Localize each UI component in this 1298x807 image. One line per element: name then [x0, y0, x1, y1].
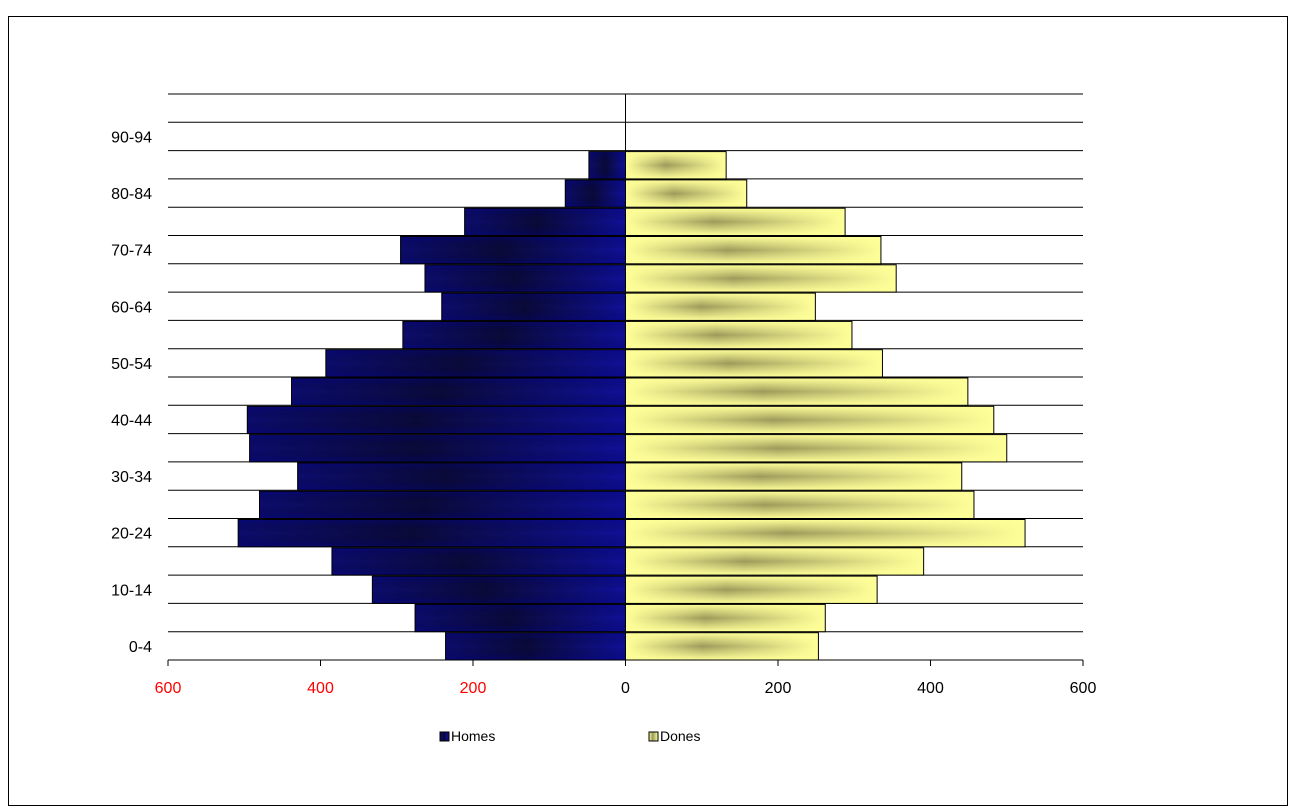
- bar-dones-15-19: [625, 547, 925, 576]
- legend: Homes Dones: [439, 728, 700, 744]
- y-tick-label: 80-84: [111, 186, 152, 203]
- bar-homes-25-29: [259, 490, 626, 520]
- population-pyramid-chart: 600 400 200 0 200 400 600 0-4 10-14 20-24 30-34 40-…: [111, 93, 1096, 744]
- y-tick-label: 70-74: [111, 243, 152, 260]
- bar-dones-30-34: [625, 462, 963, 491]
- bar-dones-5-9: [625, 603, 826, 633]
- bar-dones-60-64: [625, 292, 816, 321]
- bar-dones-10-14: [625, 575, 878, 604]
- bar-dones-85-89: [625, 151, 727, 180]
- x-tick-label: 400: [307, 680, 334, 697]
- bar-homes-55-59: [402, 320, 626, 350]
- bar-homes-45-49: [291, 377, 626, 406]
- y-tick-label: 90-94: [111, 129, 152, 146]
- bar-homes-15-19: [331, 547, 626, 576]
- legend-item-homes: Homes: [439, 728, 495, 744]
- legend-swatch: [439, 731, 450, 742]
- bar-dones-40-44: [625, 405, 995, 435]
- x-tick-label: 200: [765, 680, 792, 697]
- bar-homes-10-14: [371, 575, 626, 604]
- chart-frame: 600 400 200 0 200 400 600 0-4 10-14 20-24 30-34 40-…: [8, 16, 1288, 806]
- bar-dones-35-39: [625, 434, 1008, 463]
- bar-homes-5-9: [414, 603, 626, 633]
- bar-homes-80-84: [564, 179, 627, 208]
- bar-homes-70-74: [400, 236, 626, 265]
- bar-homes-50-54: [325, 349, 626, 378]
- legend-item-dones: Dones: [648, 728, 700, 744]
- y-tick-label: 20-24: [111, 526, 152, 543]
- bar-dones-50-54: [625, 349, 883, 378]
- bar-dones-75-79: [625, 207, 846, 236]
- bar-dones-70-74: [625, 236, 882, 265]
- bar-dones-65-69: [625, 264, 897, 293]
- axes: 600 400 200 0 200 400 600 0-4 10-14 20-24 30-34 40-…: [111, 94, 1096, 697]
- legend-swatch: [648, 731, 659, 742]
- y-tick-label: 0-4: [129, 639, 152, 656]
- legend-label: Dones: [660, 728, 700, 744]
- x-tick-label: 600: [1070, 680, 1097, 697]
- bars: [237, 151, 1026, 661]
- legend-label: Homes: [451, 728, 495, 744]
- x-tick-label: 600: [155, 680, 182, 697]
- y-tick-label: 40-44: [111, 412, 152, 429]
- bar-homes-75-79: [464, 207, 626, 236]
- bar-homes-20-24: [237, 519, 626, 548]
- x-tick-label: 200: [460, 680, 487, 697]
- bar-homes-30-34: [297, 462, 626, 491]
- y-tick-label: 50-54: [111, 356, 152, 373]
- y-tick-label: 10-14: [111, 582, 152, 599]
- bar-dones-80-84: [625, 179, 748, 208]
- bar-homes-85-89: [588, 151, 627, 180]
- y-tick-label: 30-34: [111, 469, 152, 486]
- x-tick-label: 0: [621, 680, 630, 697]
- bar-homes-40-44: [246, 405, 627, 435]
- bar-homes-0-4: [445, 632, 626, 661]
- bar-dones-45-49: [625, 377, 969, 406]
- bar-dones-25-29: [625, 490, 975, 520]
- bar-homes-65-69: [424, 264, 626, 293]
- x-tick-label: 400: [917, 680, 944, 697]
- bar-homes-60-64: [441, 292, 626, 321]
- bar-dones-0-4: [625, 632, 819, 661]
- bar-dones-55-59: [625, 320, 853, 350]
- y-tick-label: 60-64: [111, 299, 152, 316]
- bar-homes-35-39: [249, 434, 626, 463]
- bar-dones-20-24: [625, 519, 1026, 548]
